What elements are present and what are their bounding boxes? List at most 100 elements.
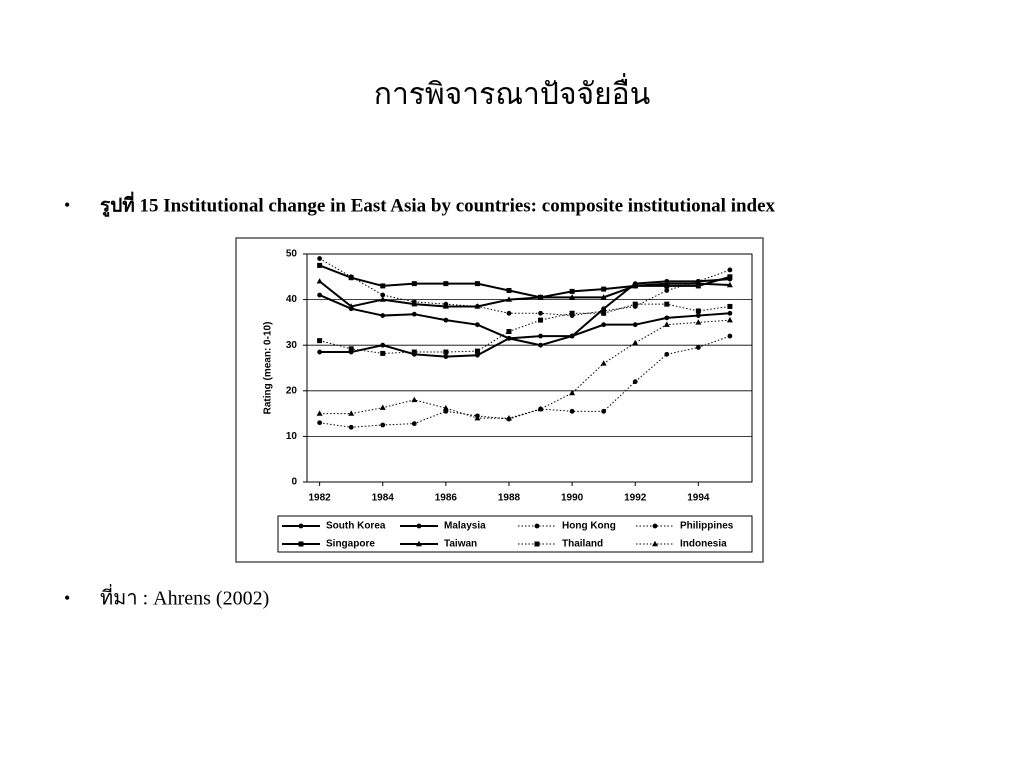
marker: [727, 333, 733, 339]
marker: [600, 360, 607, 366]
marker: [411, 311, 417, 317]
marker: [317, 292, 323, 298]
slide-title: การพิจารณาปัจจัยอื่น: [374, 73, 650, 111]
legend-label: South Korea: [326, 521, 386, 532]
legend-label: Philippines: [680, 521, 734, 532]
marker: [601, 408, 607, 414]
marker: [726, 316, 733, 323]
series-line: [319, 278, 730, 358]
x-tick-label: 1992: [624, 493, 647, 504]
x-tick-label: 1982: [308, 493, 331, 504]
marker: [348, 424, 354, 430]
legend-label: Singapore: [326, 539, 375, 550]
y-tick-label: 30: [286, 340, 298, 351]
marker: [601, 322, 607, 328]
marker: [411, 349, 417, 355]
marker: [379, 404, 386, 410]
marker: [411, 281, 417, 287]
marker: [632, 301, 638, 307]
marker: [538, 317, 544, 323]
marker: [538, 333, 543, 339]
marker: [652, 540, 658, 547]
marker: [475, 322, 480, 328]
series-line: [319, 280, 730, 308]
marker: [505, 296, 512, 302]
marker: [534, 541, 540, 547]
bullet-text: รูปที่ 15 Institutional change in East A…: [100, 191, 776, 217]
marker: [442, 303, 449, 309]
marker: [505, 414, 512, 421]
marker: [569, 294, 576, 300]
marker: [317, 256, 323, 261]
legend-frame: [277, 515, 753, 553]
marker: [695, 280, 702, 286]
y-tick-label: 10: [286, 431, 298, 442]
marker: [727, 267, 733, 273]
x-tick-label: 1984: [372, 493, 395, 504]
x-tick-label: 1990: [561, 493, 584, 504]
marker: [695, 345, 701, 350]
marker: [416, 540, 422, 547]
marker: [632, 322, 638, 328]
plot-frame: [306, 253, 753, 483]
marker: [380, 342, 386, 348]
marker: [298, 523, 304, 529]
marker: [443, 349, 449, 355]
marker: [506, 310, 512, 316]
series-line: [319, 319, 730, 419]
marker: [663, 321, 670, 327]
marker: [380, 313, 386, 318]
marker: [316, 278, 323, 284]
marker: [632, 339, 639, 346]
marker: [380, 283, 386, 289]
marker: [632, 379, 638, 385]
marker: [695, 308, 701, 314]
legend-label: Hong Kong: [562, 521, 616, 532]
marker: [411, 396, 418, 403]
marker: [727, 310, 733, 316]
series-line: [319, 335, 731, 428]
marker: [537, 294, 544, 300]
marker: [569, 310, 575, 316]
marker: [664, 283, 670, 289]
bullet-text: ที่มา : Ahrens (2002): [100, 584, 269, 610]
marker: [664, 315, 670, 321]
marker: [416, 523, 422, 529]
x-tick-label: 1986: [435, 493, 458, 504]
marker: [569, 333, 575, 339]
marker: [664, 351, 670, 357]
marker: [317, 349, 323, 355]
marker: [663, 280, 670, 286]
marker: [727, 303, 733, 309]
series-line: [319, 294, 730, 347]
bullet-dot: •: [64, 588, 70, 608]
marker: [695, 313, 701, 318]
marker: [569, 389, 576, 396]
legend-label: Malaysia: [444, 521, 486, 532]
y-tick-label: 0: [291, 477, 297, 488]
marker: [317, 338, 323, 344]
marker: [569, 288, 575, 294]
marker: [317, 262, 323, 268]
marker: [727, 274, 733, 280]
marker: [632, 282, 639, 289]
marker: [569, 408, 575, 414]
marker: [664, 288, 670, 293]
marker: [380, 292, 386, 298]
marker: [601, 310, 607, 316]
marker: [695, 319, 702, 325]
bullet-dot: •: [64, 195, 70, 215]
marker: [537, 405, 544, 412]
marker: [380, 350, 386, 356]
marker: [298, 541, 304, 547]
marker: [601, 286, 607, 292]
marker: [474, 348, 480, 354]
marker: [652, 523, 658, 529]
marker: [442, 404, 449, 411]
marker: [474, 303, 481, 309]
marker: [538, 310, 543, 316]
marker: [348, 346, 354, 352]
x-tick-label: 1994: [687, 493, 710, 504]
